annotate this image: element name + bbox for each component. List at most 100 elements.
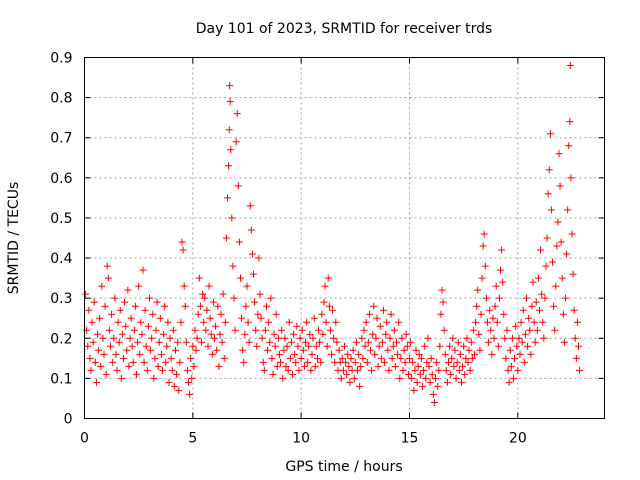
- data-point: [164, 318, 172, 326]
- data-point: [122, 322, 130, 330]
- data-point: [438, 286, 446, 294]
- data-point: [160, 330, 168, 338]
- data-point: [248, 250, 256, 258]
- data-point: [465, 346, 473, 354]
- data-point: [193, 334, 201, 342]
- data-point: [568, 230, 576, 238]
- data-point: [518, 338, 526, 346]
- data-point: [209, 298, 217, 306]
- data-point: [541, 294, 549, 302]
- data-point: [365, 310, 373, 318]
- data-point: [469, 326, 477, 334]
- data-point: [161, 302, 169, 310]
- data-point: [474, 286, 482, 294]
- data-point: [302, 338, 309, 346]
- data-point: [167, 354, 175, 362]
- data-point: [287, 338, 295, 346]
- data-point: [337, 374, 345, 382]
- data-point: [186, 390, 194, 398]
- data-point: [278, 326, 286, 334]
- data-point: [374, 362, 382, 370]
- data-point: [290, 330, 298, 338]
- data-point: [343, 370, 351, 378]
- data-point: [451, 346, 459, 354]
- data-point: [324, 274, 332, 282]
- data-point: [147, 346, 155, 354]
- data-point: [323, 342, 331, 350]
- data-point: [169, 326, 177, 334]
- data-point: [490, 334, 498, 342]
- data-point: [154, 362, 162, 370]
- data-point: [320, 298, 328, 306]
- data-point: [135, 282, 143, 290]
- data-point: [239, 346, 247, 354]
- data-point: [300, 362, 308, 370]
- data-point: [96, 314, 104, 322]
- data-point: [118, 330, 126, 338]
- data-point: [571, 334, 579, 342]
- data-point: [482, 294, 490, 302]
- y-tick-label: 0.4: [50, 251, 72, 267]
- data-point: [570, 306, 578, 314]
- data-point: [471, 350, 478, 358]
- data-point: [430, 398, 438, 406]
- data-point: [241, 330, 249, 338]
- data-point: [127, 314, 135, 322]
- data-point: [349, 346, 357, 354]
- data-point: [503, 326, 511, 334]
- data-point: [330, 334, 338, 342]
- y-tick-label: 0.6: [50, 171, 72, 187]
- data-point: [437, 310, 445, 318]
- data-point: [192, 346, 200, 354]
- data-point: [569, 270, 577, 278]
- data-point: [116, 306, 124, 314]
- data-point: [326, 326, 334, 334]
- data-point: [355, 350, 363, 358]
- data-point: [310, 314, 318, 322]
- data-point: [138, 330, 146, 338]
- data-point: [141, 306, 149, 314]
- data-point: [412, 346, 420, 354]
- data-point: [173, 370, 181, 378]
- data-point: [261, 326, 269, 334]
- data-point: [155, 338, 163, 346]
- data-point: [139, 266, 147, 274]
- data-point: [456, 350, 464, 358]
- data-point: [531, 338, 539, 346]
- data-point: [435, 366, 443, 374]
- y-tick-label: 0.9: [50, 51, 72, 67]
- data-point: [499, 278, 507, 286]
- data-point: [421, 342, 429, 350]
- data-point: [182, 338, 190, 346]
- data-point: [553, 242, 561, 250]
- data-point: [305, 342, 313, 350]
- data-point: [373, 314, 381, 322]
- data-point: [479, 242, 487, 250]
- data-point: [88, 318, 96, 326]
- data-point: [194, 310, 202, 318]
- data-point: [121, 298, 129, 306]
- data-point: [203, 306, 211, 314]
- data-point: [325, 302, 333, 310]
- data-point: [256, 290, 264, 298]
- data-point: [347, 354, 355, 362]
- data-point: [458, 378, 465, 386]
- y-tick-label: 0.1: [50, 371, 72, 387]
- data-point: [511, 354, 519, 362]
- data-point: [268, 354, 276, 362]
- data-point: [230, 294, 238, 302]
- data-point: [363, 358, 371, 366]
- data-point: [243, 282, 251, 290]
- data-point: [211, 334, 218, 342]
- data-point: [422, 374, 430, 382]
- data-point: [120, 354, 127, 362]
- data-point: [517, 318, 525, 326]
- data-point: [115, 338, 123, 346]
- data-point: [227, 146, 235, 154]
- data-point: [484, 318, 491, 326]
- data-point: [163, 342, 171, 350]
- data-point: [557, 238, 565, 246]
- data-point: [228, 214, 236, 222]
- data-point: [322, 318, 330, 326]
- data-point: [254, 310, 262, 318]
